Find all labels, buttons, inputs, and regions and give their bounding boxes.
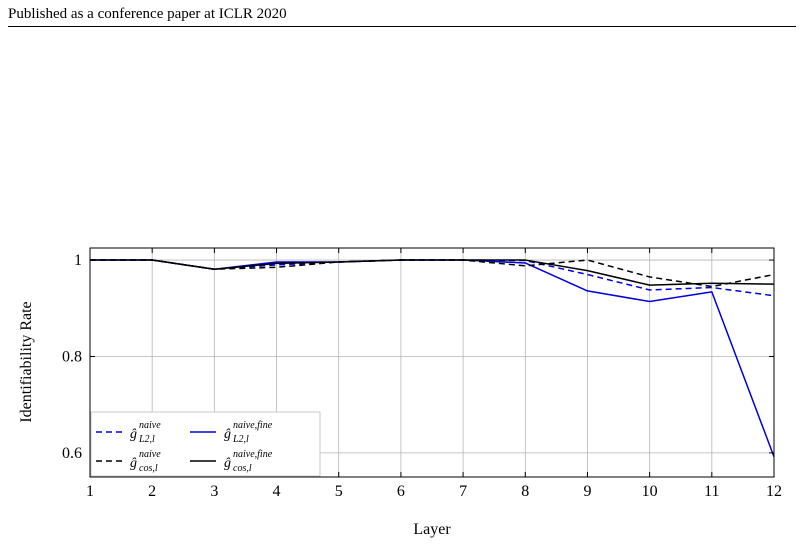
- legend-box: [90, 411, 321, 477]
- legend-symbol: ĝ: [224, 427, 231, 442]
- x-tick-label: 8: [521, 483, 529, 500]
- x-tick-label: 7: [459, 483, 467, 500]
- y-axis-title: Identifiability Rate: [18, 301, 35, 422]
- x-tick-label: 2: [148, 483, 156, 500]
- x-tick-label: 6: [397, 483, 405, 500]
- running-header: Published as a conference paper at ICLR …: [8, 6, 287, 22]
- legend-entry: ĝ L2,l naive: [130, 420, 161, 445]
- y-tick-label: 1: [74, 252, 82, 269]
- y-tick-label: 0.6: [62, 445, 82, 462]
- x-tick-label: 5: [335, 483, 343, 500]
- legend-superscript: naive: [139, 449, 161, 460]
- x-tick-label: 10: [642, 483, 658, 500]
- x-tick-label: 1: [86, 483, 94, 500]
- x-tick-label: 9: [583, 483, 591, 500]
- legend-subscript: L2,l: [138, 434, 155, 445]
- legend-entry: ĝ cos,l naive: [130, 449, 161, 474]
- legend-superscript: naive: [139, 420, 161, 431]
- legend-subscript: cos,l: [139, 463, 158, 474]
- plot-frame: [89, 247, 775, 478]
- x-tick-label: 4: [273, 483, 281, 500]
- x-axis-title: Layer: [413, 521, 451, 538]
- legend-subscript: cos,l: [233, 463, 252, 474]
- header-rule: [8, 26, 796, 27]
- legend-superscript: naive,fine: [233, 449, 273, 460]
- legend-entry: ĝ cos,l naive,fine: [224, 449, 273, 474]
- series-lines: [90, 259, 775, 458]
- x-tick-label: 11: [704, 483, 719, 500]
- series-line: [90, 259, 775, 288]
- legend-superscript: naive,fine: [233, 420, 273, 431]
- legend-symbol: ĝ: [224, 456, 231, 471]
- legend-symbol: ĝ: [130, 456, 137, 471]
- x-tick-label: 3: [210, 483, 218, 500]
- x-tick-label: 12: [766, 483, 782, 500]
- legend-symbol: ĝ: [130, 427, 137, 442]
- y-tick-label: 0.8: [62, 348, 82, 365]
- axis-ticks: 1 2 3 4 5 6 7 8 9 10 11 120.60.81: [62, 248, 782, 500]
- legend-entry: ĝ L2,l naive,fine: [224, 420, 273, 445]
- series-line: [90, 259, 775, 286]
- legend-subscript: L2,l: [232, 434, 249, 445]
